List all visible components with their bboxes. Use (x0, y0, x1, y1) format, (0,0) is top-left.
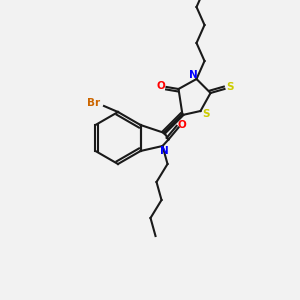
Text: N: N (160, 146, 169, 156)
Text: O: O (177, 119, 186, 130)
Text: Br: Br (87, 98, 101, 108)
Text: O: O (156, 81, 165, 91)
Text: S: S (226, 82, 233, 92)
Text: S: S (202, 109, 209, 119)
Text: N: N (189, 70, 198, 80)
